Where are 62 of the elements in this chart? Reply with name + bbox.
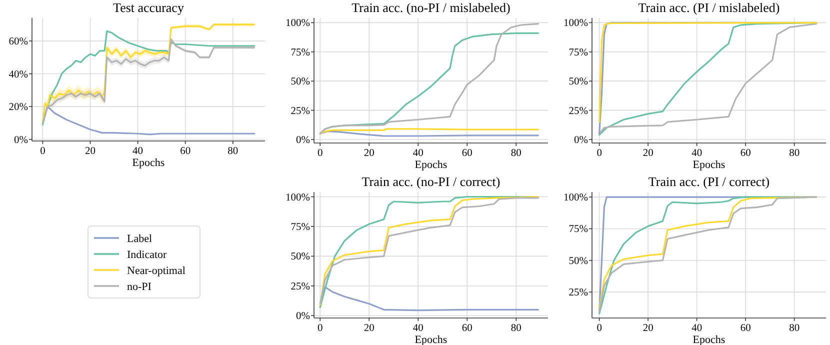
x-tick-label: 20 [364,148,374,159]
y-tick-label: 50% [290,252,310,263]
legend-label: Near-optimal [127,265,186,277]
y-tick-label: 25% [568,288,588,299]
x-tick-label: 0 [318,323,323,334]
x-tick-label: 80 [510,323,522,334]
y-tick-label: 20% [8,102,28,114]
y-tick-label: 100% [286,18,310,30]
x-tick-label: 80 [789,323,800,334]
x-tick-label: 60 [740,148,751,159]
y-tick-label: 0% [14,134,28,146]
y-tick-label: 50% [290,76,310,88]
y-tick-label: 25% [290,281,310,292]
y-tick-label: 0% [574,134,588,146]
y-tick-label: 0% [296,311,310,322]
x-tick-label: 40 [412,148,424,159]
x-tick-label: 40 [412,323,424,334]
x-tick-label: 0 [596,323,602,334]
chart-title: Train acc. (PI / correct) [648,174,770,189]
x-tick-label: 20 [642,148,654,159]
x-tick-label: 20 [364,323,374,334]
x-tick-label: 80 [228,146,238,157]
x-axis-title: Epochs [692,159,726,171]
x-tick-label: 40 [692,148,702,159]
chart-title: Train acc. (no-PI / correct) [362,174,500,189]
x-tick-label: 60 [462,148,472,159]
x-tick-label: 80 [789,148,800,159]
y-tick-label: 75% [290,222,310,233]
x-axis-title: Epochs [414,159,448,171]
chart-title: Train acc. (PI / mislabeled) [638,0,780,15]
y-tick-label: 75% [290,47,310,58]
y-tick-label: 50% [568,76,588,88]
x-tick-label: 60 [462,323,472,334]
x-tick-label: 80 [510,148,522,159]
chart-title: Train acc. (no-PI / mislabeled) [352,0,510,15]
y-tick-label: 75% [568,47,588,58]
legend-label: no-PI [127,281,152,293]
y-tick-label: 60% [8,36,28,48]
x-tick-label: 20 [85,146,96,157]
legend-label: Label [127,233,152,245]
x-tick-label: 0 [318,148,323,159]
y-tick-label: 40% [8,69,28,80]
x-tick-label: 0 [596,148,602,159]
y-tick-label: 0% [296,134,310,146]
x-tick-label: 60 [180,146,191,157]
x-axis-title: Epochs [414,334,448,345]
x-axis-title: Epochs [132,157,165,169]
y-tick-label: 75% [568,224,588,236]
y-tick-label: 100% [286,192,310,204]
y-tick-label: 100% [564,192,588,204]
x-axis-title: Epochs [692,334,726,345]
y-tick-label: 25% [568,106,588,117]
y-tick-label: 25% [290,106,310,117]
y-tick-label: 100% [564,18,588,30]
x-tick-label: 40 [132,146,144,157]
x-tick-label: 60 [740,323,751,334]
x-tick-label: 40 [692,323,702,334]
legend-label: Indicator [127,249,168,261]
x-tick-label: 20 [642,323,654,334]
y-tick-label: 50% [568,256,588,267]
chart-title: Test accuracy [113,0,184,15]
x-tick-label: 0 [40,146,46,157]
